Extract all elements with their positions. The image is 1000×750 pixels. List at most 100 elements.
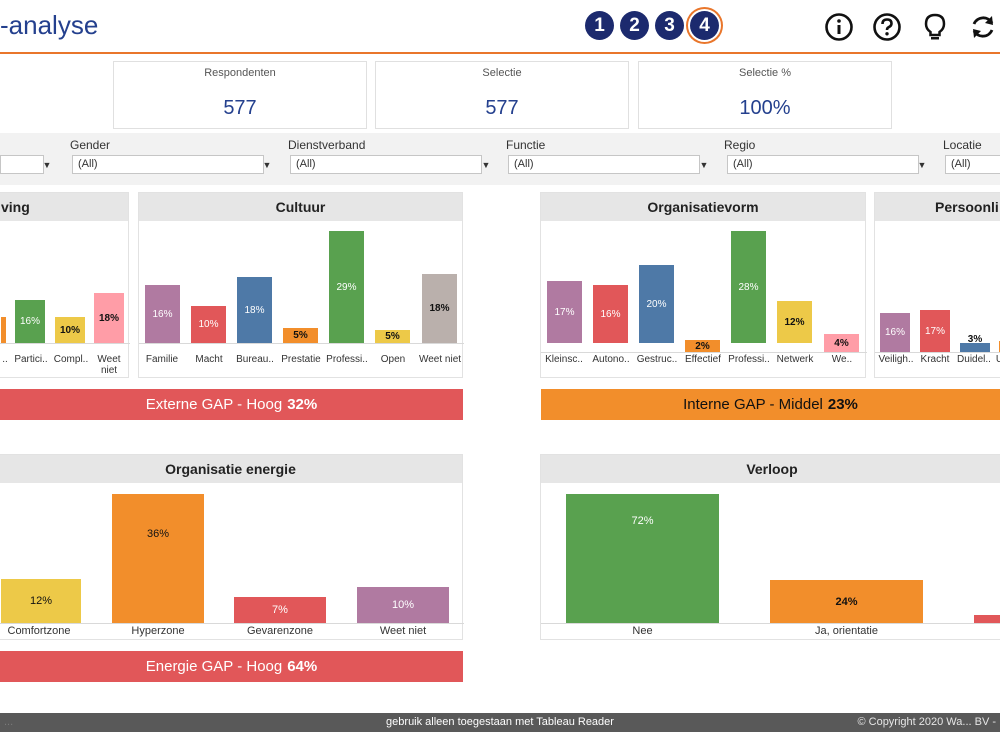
category-label: Netwerk: [776, 354, 814, 365]
category-label: Familie: [145, 354, 179, 365]
panel-title: Organisatie energie: [0, 455, 462, 483]
filter-bar: ▼ Gender (All) ▼ Dienstverband (All) ▼ F…: [0, 133, 1000, 185]
chart-bar[interactable]: [974, 615, 1000, 623]
footer-left-text: ...: [4, 716, 14, 728]
category-label: Bureau..: [236, 354, 274, 365]
chart-bar[interactable]: 28%: [731, 231, 766, 343]
chart-bar[interactable]: 5%: [283, 328, 318, 343]
chart-bar[interactable]: 29%: [329, 231, 364, 343]
category-label: Macht: [195, 354, 223, 365]
gap-value: 64%: [287, 658, 318, 675]
chart-bar[interactable]: 16%: [593, 285, 628, 343]
step-1-button[interactable]: 1: [585, 11, 614, 40]
filter-gender-select[interactable]: (All): [72, 155, 264, 174]
chart-bar[interactable]: 5%: [375, 330, 410, 343]
axis-baseline: [541, 352, 867, 353]
bar-label: 18%: [429, 303, 450, 314]
chart-bar[interactable]: [1, 317, 6, 343]
filter-regio-label: Regio: [724, 138, 756, 152]
bar-label: 12%: [784, 316, 805, 328]
panel-title: Organisatievorm: [541, 193, 865, 221]
chart-bar[interactable]: 17%: [920, 310, 950, 352]
chevron-down-icon[interactable]: ▼: [481, 159, 491, 170]
chart-bar[interactable]: 12%: [777, 301, 812, 343]
help-icon[interactable]: [870, 10, 904, 44]
bar-label: 10%: [391, 599, 415, 611]
filter-gender-label: Gender: [70, 138, 111, 152]
bar-label: 5%: [293, 330, 308, 341]
bar-label: 24%: [835, 595, 858, 608]
category-label: We..: [831, 354, 853, 365]
footer-copyright: © Copyright 2020 Wa... BV -: [857, 716, 996, 728]
filter-regio-select[interactable]: (All): [727, 155, 919, 174]
step-2-button[interactable]: 2: [620, 11, 649, 40]
bar-label: 18%: [244, 304, 265, 316]
category-label: Duidel..: [957, 354, 991, 365]
bar-label: 28%: [738, 281, 759, 293]
chart-bar[interactable]: 20%: [639, 265, 674, 343]
axis-baseline: [139, 343, 464, 344]
panel-organisatie-energie: Organisatie energie 12% 36% 7% 10% Comfo…: [0, 454, 464, 640]
category-label: Ja, orientatie: [815, 625, 878, 637]
axis-baseline: [875, 352, 1000, 353]
bar-label: 20%: [646, 298, 667, 310]
bar-label: 72%: [631, 514, 654, 527]
chevron-down-icon[interactable]: ▼: [699, 159, 709, 170]
chevron-down-icon[interactable]: ▼: [917, 159, 927, 170]
chart-bar[interactable]: 16%: [880, 313, 910, 352]
chevron-down-icon[interactable]: ▼: [42, 159, 52, 170]
category-label: Weet niet: [97, 354, 121, 376]
chart-bar[interactable]: 17%: [547, 281, 582, 343]
bar-label: 17%: [924, 325, 945, 337]
lightbulb-icon[interactable]: [918, 10, 952, 44]
panel-omgeving: ving 16% 10% 18% .. Partici.. Compl.. We…: [0, 192, 130, 378]
chart-bar[interactable]: 2%: [685, 340, 720, 352]
filter-functie-select[interactable]: (All): [508, 155, 700, 174]
chart-bar[interactable]: 12%: [1, 579, 81, 623]
chevron-down-icon[interactable]: ▼: [262, 159, 272, 170]
chart-bar[interactable]: 18%: [237, 277, 272, 343]
chart-bar[interactable]: 10%: [55, 317, 85, 343]
chart-bar[interactable]: 18%: [94, 293, 124, 343]
step-navigation: 1 2 3 4: [585, 11, 719, 40]
category-label: Professi..: [326, 354, 368, 365]
chart-bar[interactable]: 4%: [824, 334, 859, 352]
chart-bar[interactable]: 18%: [422, 274, 457, 343]
panel-verloop: Verloop 72% 24% Nee Ja, orientatie: [540, 454, 1000, 640]
chart-bar[interactable]: 72%: [566, 494, 719, 623]
chart-bar[interactable]: 16%: [145, 285, 180, 343]
refresh-icon[interactable]: [966, 10, 1000, 44]
filter-dienstverband-select[interactable]: (All): [290, 155, 482, 174]
bar-label: 4%: [834, 337, 849, 349]
externe-gap-bar: Externe GAP - Hoog 32%: [0, 389, 463, 420]
step-3-button[interactable]: 3: [655, 11, 684, 40]
chart-bar[interactable]: 10%: [191, 306, 226, 343]
step-4-button[interactable]: 4: [690, 11, 719, 40]
category-label: Kracht: [920, 354, 950, 365]
kpi-label: Selectie %: [739, 67, 791, 79]
panel-organisatievorm: Organisatievorm 17% 16% 20% 2% 28% 12% 4…: [540, 192, 867, 378]
filter-prev-select[interactable]: [0, 155, 44, 174]
bar-label: 16%: [884, 327, 905, 338]
bar-label: 12%: [29, 595, 53, 607]
filter-locatie-select[interactable]: (All): [945, 155, 1000, 174]
category-label: Gestruc..: [636, 354, 678, 365]
chart-bar[interactable]: 24%: [770, 580, 923, 623]
page-title: -analyse: [0, 10, 99, 40]
chart-bar[interactable]: 16%: [15, 300, 45, 343]
kpi-selectie: Selectie 577: [375, 61, 629, 129]
category-label: Kleinsc..: [545, 354, 583, 365]
chart-bar[interactable]: 36%: [112, 494, 204, 623]
category-label: Partici..: [14, 354, 48, 365]
kpi-value: 577: [223, 97, 257, 119]
panel-persoonlijk: Persoonli 16% 17% 3% Veiligh.. Kracht Du…: [874, 192, 1000, 378]
interne-gap-bar: Interne GAP - Middel 23%: [541, 389, 1000, 420]
category-label: Professi..: [728, 354, 770, 365]
info-icon[interactable]: [822, 10, 856, 44]
kpi-value: 577: [485, 97, 519, 119]
chart-bar[interactable]: 10%: [357, 587, 449, 623]
chart-bar[interactable]: 3%: [960, 334, 990, 352]
bar-label: 7%: [272, 604, 288, 616]
chart-bar[interactable]: 7%: [234, 597, 326, 623]
category-label: Prestatie: [281, 354, 321, 365]
